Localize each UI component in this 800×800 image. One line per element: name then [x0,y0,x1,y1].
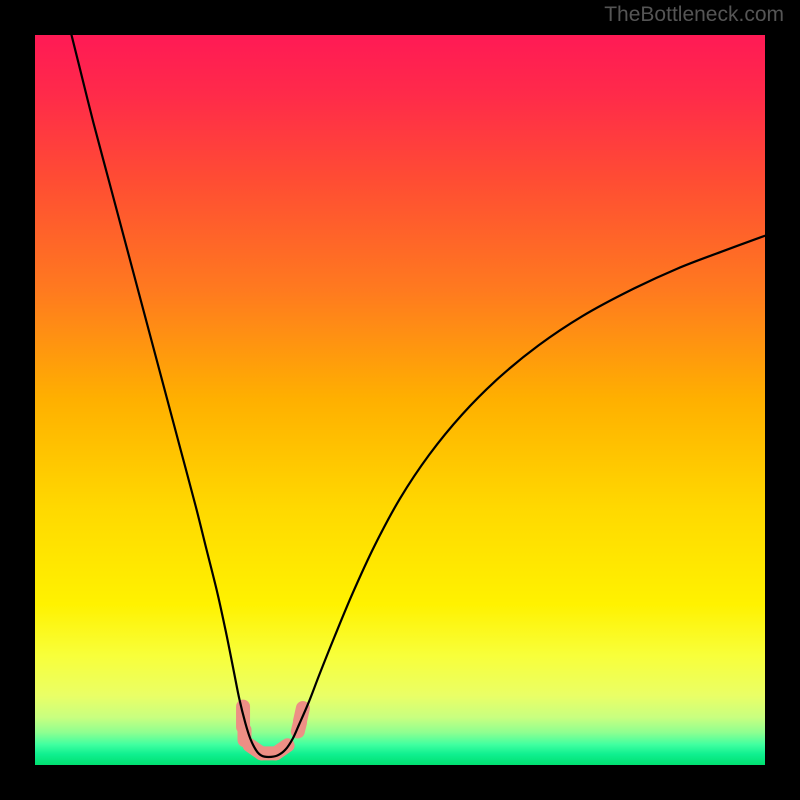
watermark-text: TheBottleneck.com [604,3,784,27]
chart-plot-area [35,35,765,765]
bottleneck-chart [0,0,800,800]
